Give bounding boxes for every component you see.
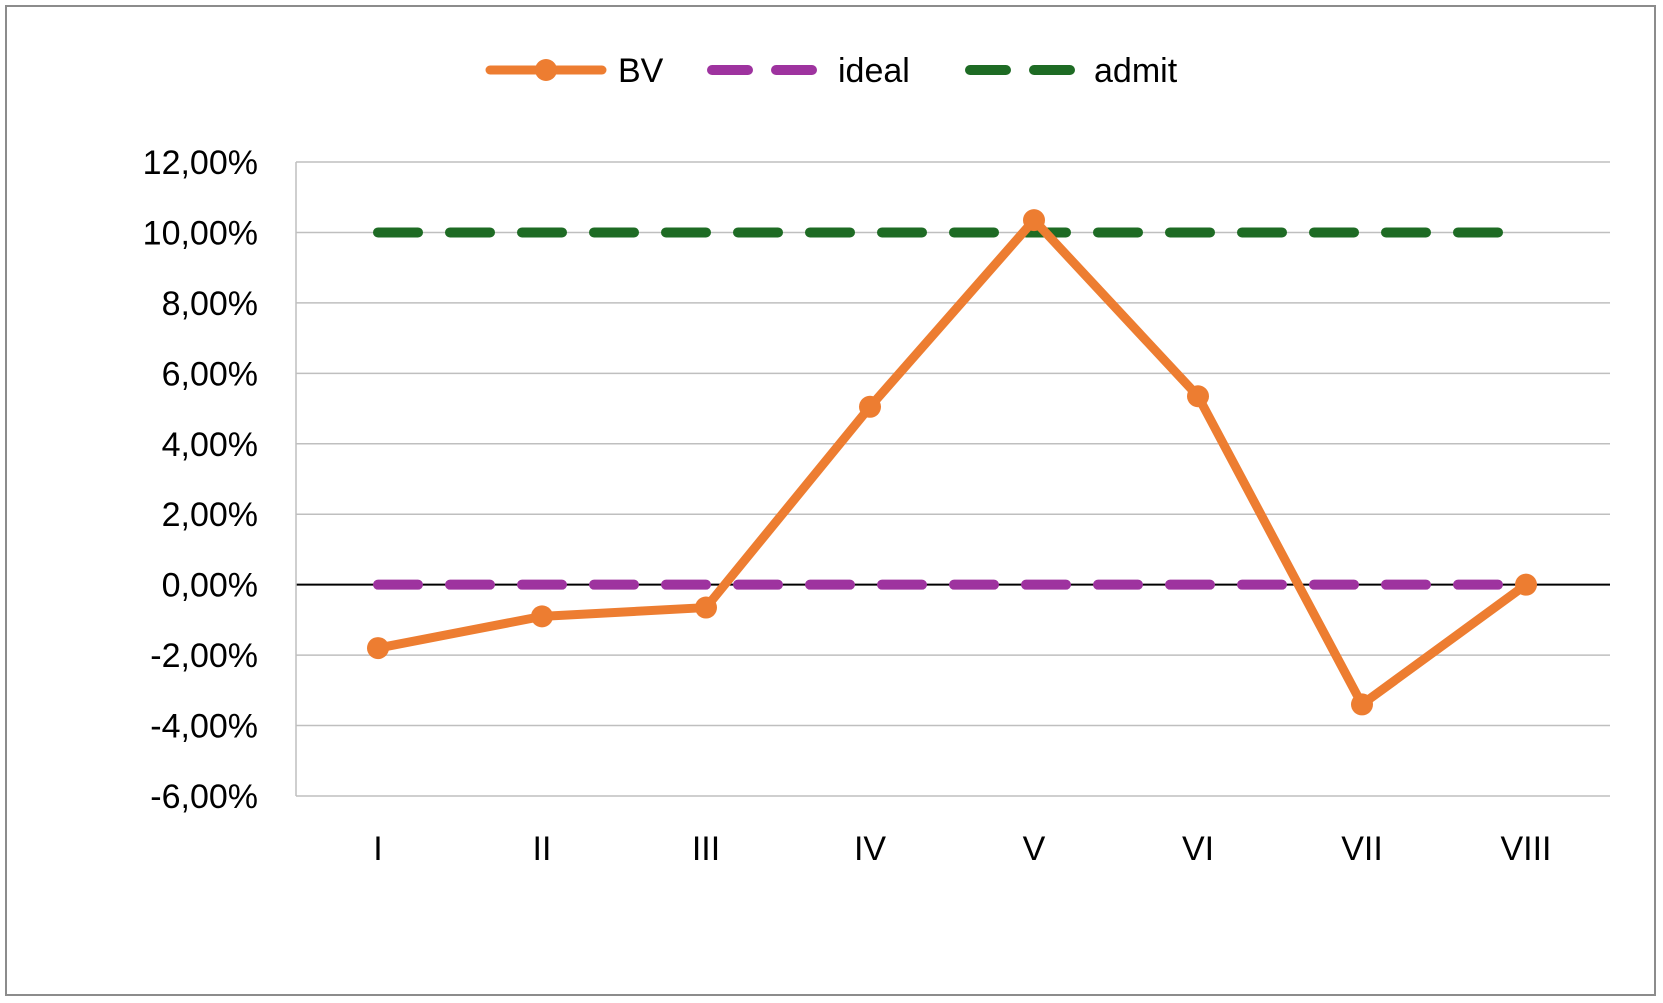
y-tick-label: 6,00%: [162, 355, 258, 393]
data-point-BV: [859, 395, 881, 418]
legend-label-ideal: ideal: [838, 52, 910, 90]
y-tick-label: -6,00%: [150, 778, 258, 816]
data-point-BV: [367, 637, 389, 660]
legend-item-ideal: ideal: [707, 52, 910, 90]
legend-item-BV: BV: [485, 52, 664, 90]
y-tick-label: 0,00%: [162, 567, 258, 605]
x-tick-label: IV: [854, 830, 886, 868]
data-point-BV: [1515, 573, 1537, 596]
x-tick-label: VI: [1182, 830, 1214, 868]
x-tick-label: V: [1023, 830, 1046, 868]
y-tick-label: -2,00%: [150, 637, 258, 675]
series-layer: [367, 209, 1537, 716]
x-tick-label: VII: [1341, 830, 1383, 868]
chart-frame: [5, 5, 1656, 996]
legend-label-admit: admit: [1094, 52, 1178, 90]
series-BV: [367, 209, 1537, 716]
x-tick-label: II: [533, 830, 552, 868]
data-point-BV: [1351, 693, 1373, 716]
x-tick-label: I: [373, 830, 382, 868]
legend-item-admit: admit: [965, 52, 1178, 90]
y-tick-label: 4,00%: [162, 426, 258, 464]
y-axis-tick-labels: 12,00% 10,00% 8,00% 6,00% 4,00% 2,00% 0,00% -2,…: [143, 144, 258, 816]
y-tick-label: -4,00%: [150, 708, 258, 746]
x-axis-tick-labels: I II III IV V VI VII VIII: [373, 830, 1551, 868]
series-line-BV: [373, 215, 1531, 709]
data-point-BV: [695, 596, 717, 619]
legend-label-BV: BV: [618, 52, 664, 90]
y-tick-label: 2,00%: [162, 496, 258, 534]
y-tick-label: 10,00%: [143, 214, 258, 252]
y-tick-label: 8,00%: [162, 285, 258, 323]
gridlines: [295, 161, 1610, 797]
data-point-BV: [531, 605, 553, 628]
legend: BV ideal admit: [485, 52, 1178, 90]
data-point-BV: [1187, 385, 1209, 408]
legend-marker-BV: [535, 59, 557, 81]
x-tick-label: VIII: [1500, 830, 1551, 868]
data-point-BV: [1023, 209, 1045, 232]
x-tick-label: III: [692, 830, 720, 868]
y-tick-label: 12,00%: [143, 144, 258, 182]
